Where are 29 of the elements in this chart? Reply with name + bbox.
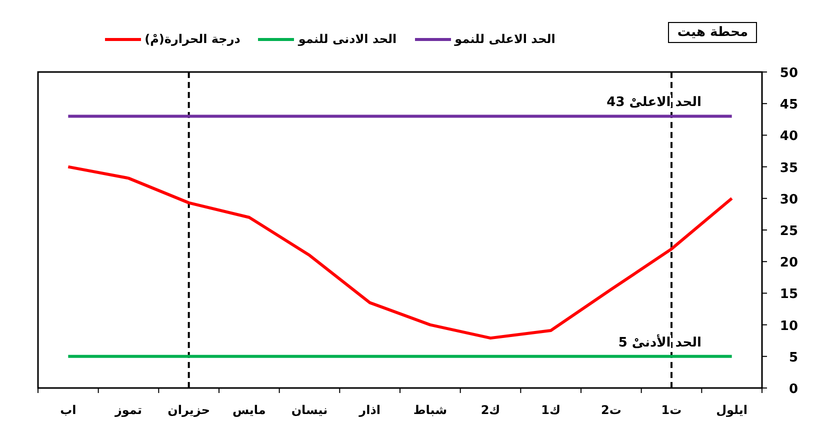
y-tick-label: 45 xyxy=(780,98,798,113)
x-tick-label: ت2 xyxy=(600,403,622,417)
chart-title: محطة هيت xyxy=(668,22,757,43)
annotation: الحد الاعلىْ 43 xyxy=(606,95,702,110)
y-tick-label: 20 xyxy=(780,256,798,271)
y-tick-label: 30 xyxy=(780,192,798,208)
y-tick-label: 10 xyxy=(780,318,798,334)
y-tick-label: 25 xyxy=(780,224,798,239)
x-tick-label: ك1 xyxy=(541,403,561,417)
x-tick-label: ت1 xyxy=(661,403,682,417)
x-tick-label: ايلول xyxy=(716,403,748,417)
legend-label: الحد الاعلى للنمو xyxy=(454,32,556,46)
legend-label: درجة الحرارة(مْ) xyxy=(144,32,240,46)
x-tick-label: مايس xyxy=(232,403,266,417)
x-tick-label: حزيران xyxy=(168,403,210,417)
y-tick-label: 40 xyxy=(780,129,798,144)
annotation: الحد الأدنىْ 5 xyxy=(618,333,702,350)
y-tick-label: 5 xyxy=(788,350,798,366)
x-tick-label: نيسان xyxy=(291,403,328,417)
x-tick-label: اذار xyxy=(358,403,380,417)
y-tick-label: 0 xyxy=(788,382,798,397)
legend-label: الحد الادنى للنمو xyxy=(298,32,397,46)
x-tick-label: شباط xyxy=(413,403,448,417)
x-tick-label: تموز xyxy=(114,403,142,417)
y-tick-label: 35 xyxy=(780,160,798,176)
y-tick-label: 50 xyxy=(780,66,798,81)
x-tick-label: اب xyxy=(60,403,76,417)
x-tick-label: ك2 xyxy=(480,403,500,417)
y-tick-label: 15 xyxy=(780,287,798,302)
